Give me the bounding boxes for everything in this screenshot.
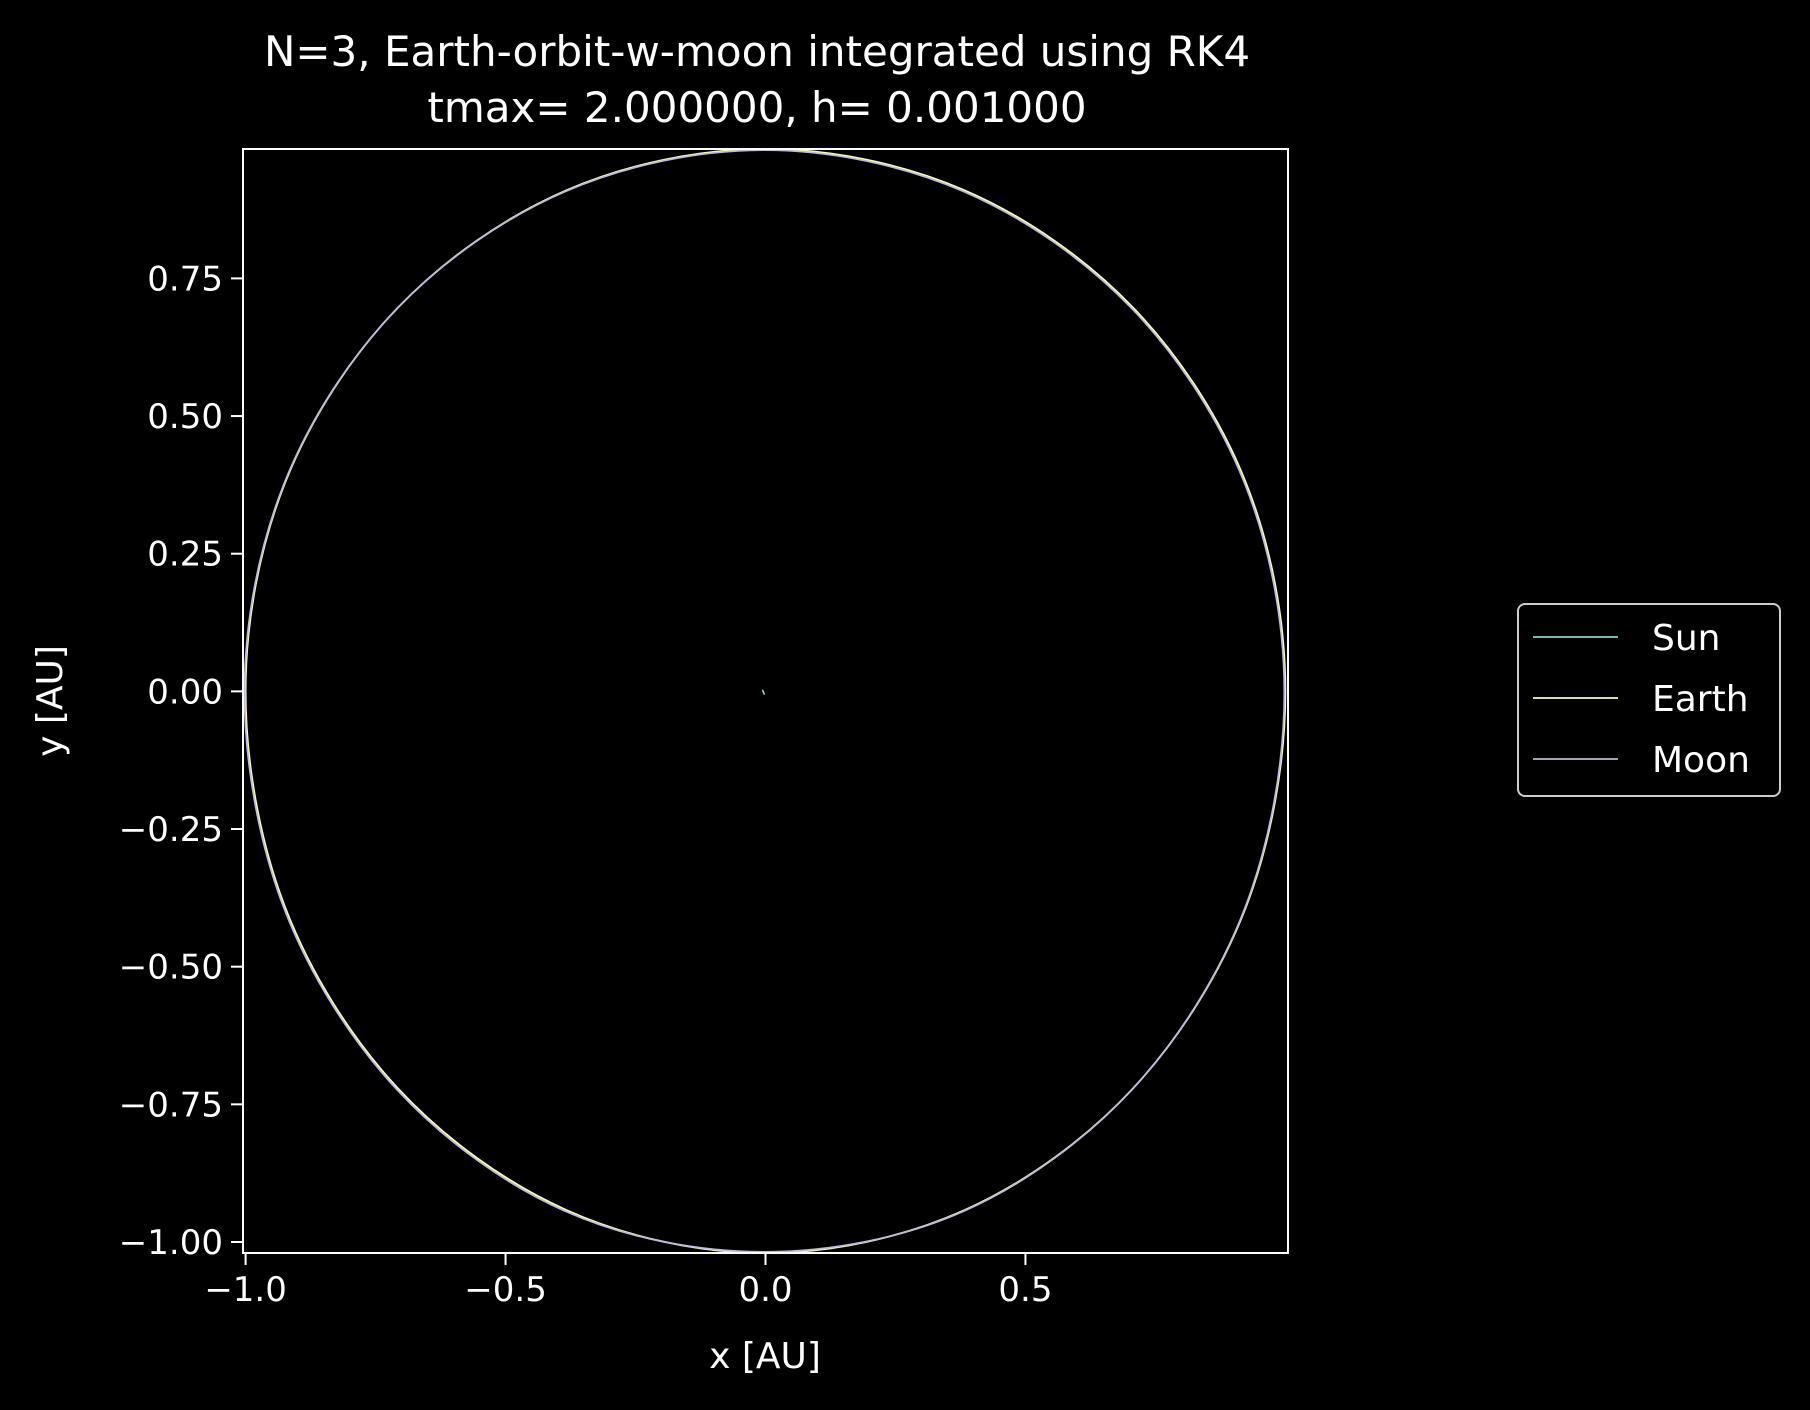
y-tick-label: 0.00 [147, 672, 223, 712]
chart-title: N=3, Earth-orbit-w-moon integrated using… [264, 27, 1250, 76]
legend: Sun Earth Moon [1517, 603, 1781, 797]
legend-label-sun: Sun [1652, 618, 1720, 659]
legend-label-moon: Moon [1652, 740, 1750, 781]
x-tick-label: −1.0 [204, 1270, 287, 1310]
y-tick-label: −0.50 [119, 948, 223, 988]
series-layer [243, 149, 1287, 1253]
x-tick-label: 0.0 [738, 1270, 792, 1310]
y-axis-label: y [AU] [30, 645, 71, 757]
x-axis-label: x [AU] [709, 1336, 821, 1377]
legend-frame [1517, 603, 1781, 797]
chart-subtitle: tmax= 2.000000, h= 0.001000 [427, 83, 1086, 132]
series-line-moon [243, 149, 1286, 1253]
y-tick-label: 0.75 [147, 259, 223, 299]
y-axis-ticks: −1.00 −0.75 −0.50 −0.25 0.00 0.25 0.50 0.75 [119, 259, 243, 1263]
x-tick-label: 0.5 [998, 1270, 1052, 1310]
legend-entries: Sun Earth Moon [1533, 618, 1750, 781]
x-axis-ticks: −1.0 −0.5 0.0 0.5 [204, 1253, 1052, 1310]
series-line-sun [761, 689, 766, 695]
y-tick-label: 0.25 [147, 535, 223, 575]
y-tick-label: −0.75 [119, 1085, 223, 1125]
y-tick-label: 0.50 [147, 397, 223, 437]
x-tick-label: −0.5 [464, 1270, 547, 1310]
legend-label-earth: Earth [1652, 679, 1749, 720]
y-tick-label: −0.25 [119, 810, 223, 850]
y-tick-label: −1.00 [119, 1223, 223, 1263]
axes-background [243, 149, 1288, 1253]
plot-area [242, 148, 1289, 1254]
